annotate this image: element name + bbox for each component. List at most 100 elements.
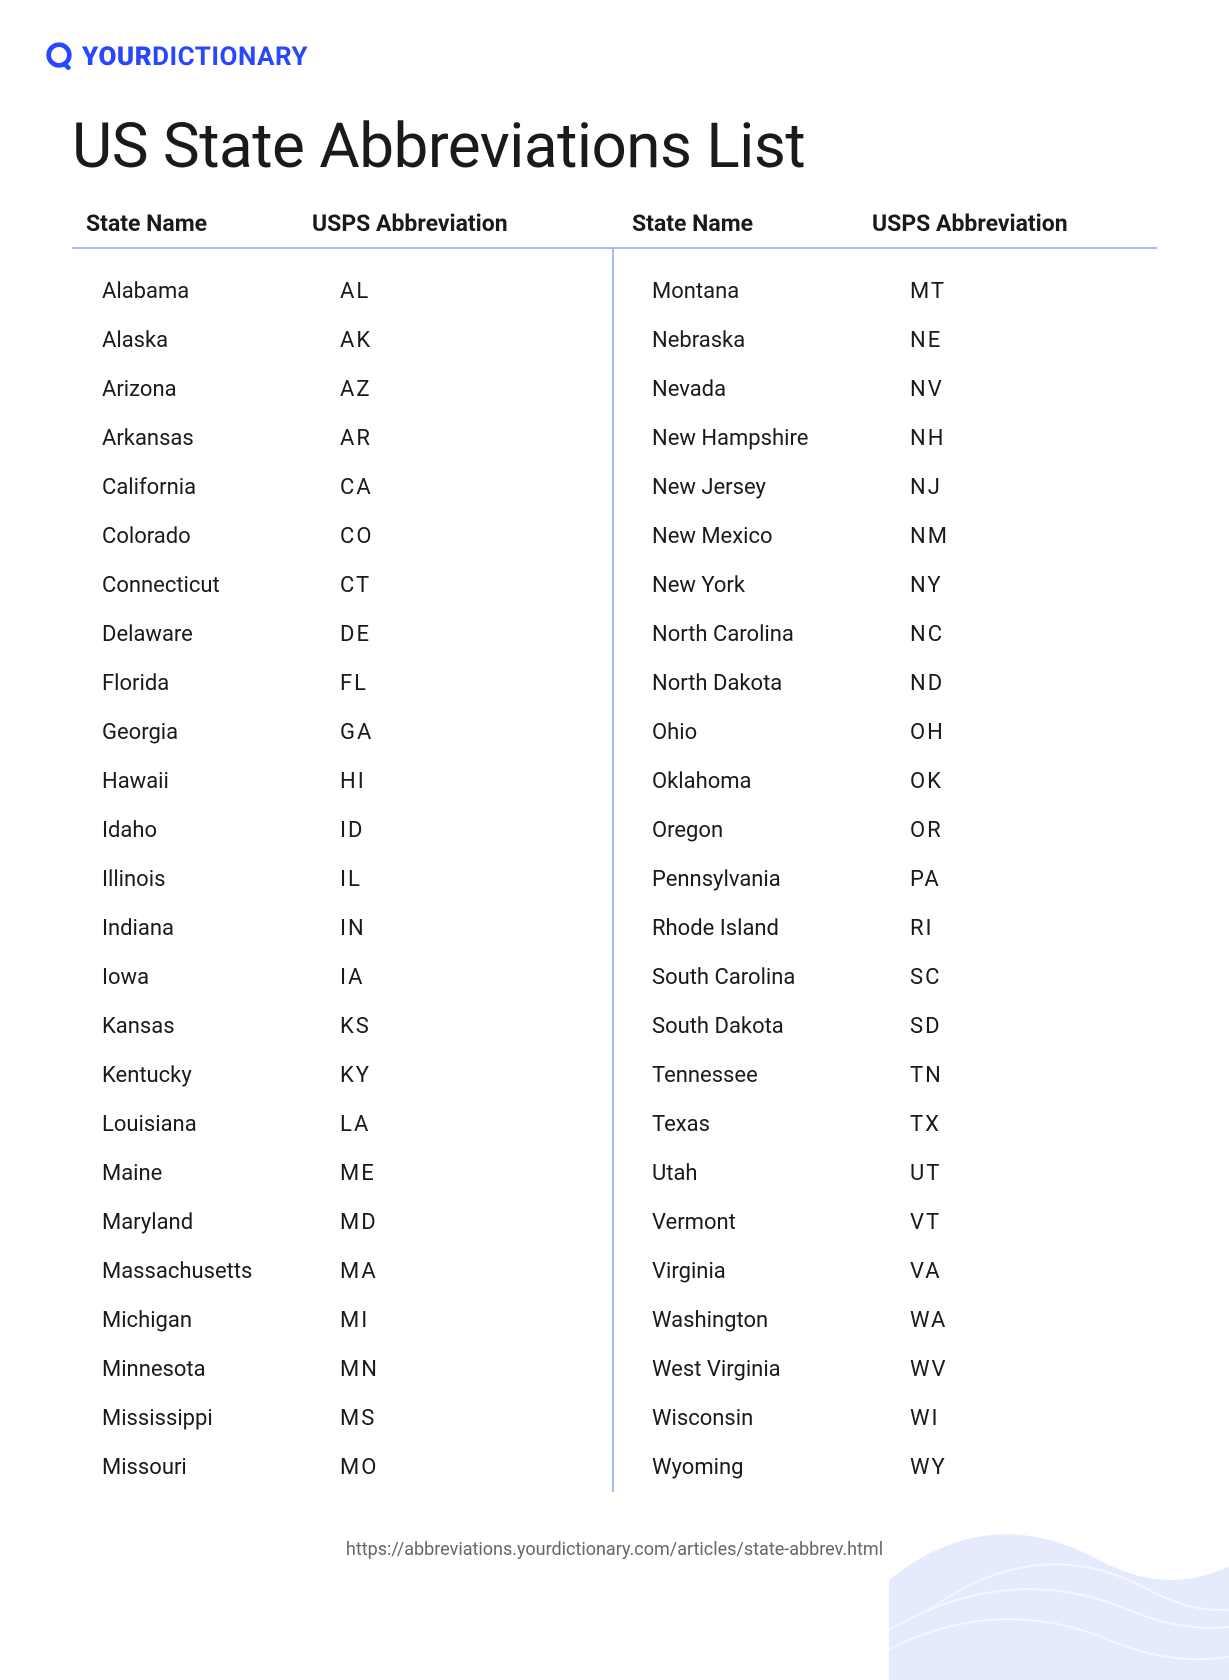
state-name-cell: Nebraska [612,328,892,353]
abbr-cell: NC [892,622,944,647]
state-name-cell: Texas [612,1112,892,1137]
table-row: West VirginiaWV [612,1345,1152,1394]
table-row: New HampshireNH [612,414,1152,463]
table-row: NebraskaNE [612,316,1152,365]
state-name-cell: Minnesota [72,1357,312,1382]
table-row: MaineME [72,1149,612,1198]
state-name-cell: New York [612,573,892,598]
table-body: AlabamaALAlaskaAKArizonaAZArkansasARCali… [72,249,1157,1492]
state-name-cell: Louisiana [72,1112,312,1137]
table-row: MichiganMI [72,1296,612,1345]
abbr-cell: MA [312,1259,378,1284]
abbr-cell: NE [892,328,942,353]
state-name-cell: Massachusetts [72,1259,312,1284]
table-header-row: State Name USPS Abbreviation State Name … [72,210,1157,249]
state-name-cell: Montana [612,279,892,304]
table-row: WyomingWY [612,1443,1152,1492]
state-name-cell: Michigan [72,1308,312,1333]
abbr-cell: IL [312,867,362,892]
table-row: ConnecticutCT [72,561,612,610]
logo-icon [44,40,74,74]
abbr-cell: WA [892,1308,947,1333]
table-row: New MexicoNM [612,512,1152,561]
state-name-cell: Mississippi [72,1406,312,1431]
state-name-cell: Indiana [72,916,312,941]
abbr-cell: DE [312,622,371,647]
table-row: MissouriMO [72,1443,612,1492]
table-row: MississippiMS [72,1394,612,1443]
abbr-cell: SC [892,965,941,990]
table-row: TennesseeTN [612,1051,1152,1100]
table-row: WisconsinWI [612,1394,1152,1443]
abbr-cell: NV [892,377,944,402]
state-name-cell: Florida [72,671,312,696]
abbr-cell: NY [892,573,943,598]
header-abbr-left: USPS Abbreviation [312,210,612,237]
state-name-cell: Washington [612,1308,892,1333]
abbr-cell: OK [892,769,943,794]
state-name-cell: South Dakota [612,1014,892,1039]
table-row: OklahomaOK [612,757,1152,806]
abbr-cell: UT [892,1161,941,1186]
table-row: VirginiaVA [612,1247,1152,1296]
abbr-cell: MT [892,279,946,304]
table-row: TexasTX [612,1100,1152,1149]
state-name-cell: Vermont [612,1210,892,1235]
table-row: North DakotaND [612,659,1152,708]
abbr-cell: CO [312,524,373,549]
state-name-cell: Alabama [72,279,312,304]
abbr-cell: AZ [312,377,372,402]
state-name-cell: Wisconsin [612,1406,892,1431]
table-row: IowaIA [72,953,612,1002]
abbr-cell: VA [892,1259,942,1284]
abbr-cell: LA [312,1112,370,1137]
header-state-left: State Name [72,210,312,237]
abbr-cell: MN [312,1357,379,1382]
abbr-cell: IN [312,916,366,941]
abbr-cell: MD [312,1210,378,1235]
state-name-cell: New Jersey [612,475,892,500]
state-name-cell: Oklahoma [612,769,892,794]
abbr-cell: VT [892,1210,941,1235]
table-row: OhioOH [612,708,1152,757]
table-row: AlaskaAK [72,316,612,365]
state-name-cell: Alaska [72,328,312,353]
table-row: South DakotaSD [612,1002,1152,1051]
state-name-cell: Kansas [72,1014,312,1039]
abbr-cell: PA [892,867,941,892]
table-row: NevadaNV [612,365,1152,414]
abbr-cell: RI [892,916,934,941]
abbr-cell: WI [892,1406,940,1431]
state-name-cell: Nevada [612,377,892,402]
state-name-cell: Tennessee [612,1063,892,1088]
state-name-cell: Illinois [72,867,312,892]
table-row: New YorkNY [612,561,1152,610]
state-name-cell: North Carolina [612,622,892,647]
table-row: FloridaFL [72,659,612,708]
abbr-cell: MO [312,1455,378,1480]
table-row: GeorgiaGA [72,708,612,757]
state-name-cell: Georgia [72,720,312,745]
abbr-cell: WV [892,1357,948,1382]
right-column: MontanaMTNebraskaNENevadaNVNew Hampshire… [612,249,1152,1492]
table-row: South CarolinaSC [612,953,1152,1002]
footer-url: https://abbreviations.yourdictionary.com… [0,1539,1229,1560]
abbr-cell: CA [312,475,373,500]
abbr-cell: TX [892,1112,941,1137]
state-name-cell: Maryland [72,1210,312,1235]
logo-text-rest: DICTIONARY [152,42,308,72]
table-row: IndianaIN [72,904,612,953]
table-row: New JerseyNJ [612,463,1152,512]
header-abbr-right: USPS Abbreviation [872,210,1122,237]
state-name-cell: South Carolina [612,965,892,990]
state-name-cell: Delaware [72,622,312,647]
state-name-cell: New Mexico [612,524,892,549]
table-row: Rhode IslandRI [612,904,1152,953]
table-row: WashingtonWA [612,1296,1152,1345]
abbr-cell: AL [312,279,370,304]
abbr-cell: KY [312,1063,371,1088]
table-row: ArkansasAR [72,414,612,463]
abbr-cell: ID [312,818,364,843]
state-name-cell: Kentucky [72,1063,312,1088]
table-row: PennsylvaniaPA [612,855,1152,904]
